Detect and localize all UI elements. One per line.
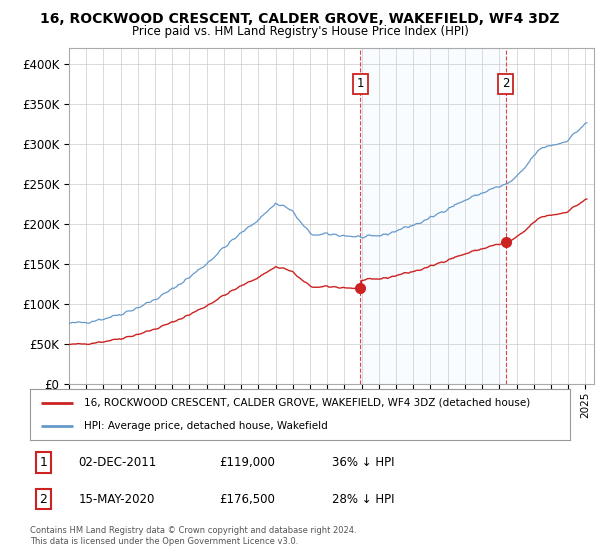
- Text: 2: 2: [40, 493, 47, 506]
- Text: £119,000: £119,000: [219, 456, 275, 469]
- Text: 02-DEC-2011: 02-DEC-2011: [79, 456, 157, 469]
- Text: 28% ↓ HPI: 28% ↓ HPI: [332, 493, 395, 506]
- Text: 36% ↓ HPI: 36% ↓ HPI: [332, 456, 395, 469]
- Text: 16, ROCKWOOD CRESCENT, CALDER GROVE, WAKEFIELD, WF4 3DZ: 16, ROCKWOOD CRESCENT, CALDER GROVE, WAK…: [40, 12, 560, 26]
- Text: 15-MAY-2020: 15-MAY-2020: [79, 493, 155, 506]
- Text: 16, ROCKWOOD CRESCENT, CALDER GROVE, WAKEFIELD, WF4 3DZ (detached house): 16, ROCKWOOD CRESCENT, CALDER GROVE, WAK…: [84, 398, 530, 408]
- Text: 1: 1: [356, 77, 364, 90]
- Text: 1: 1: [40, 456, 47, 469]
- Text: Contains HM Land Registry data © Crown copyright and database right 2024.
This d: Contains HM Land Registry data © Crown c…: [30, 526, 356, 546]
- Text: £176,500: £176,500: [219, 493, 275, 506]
- Text: Price paid vs. HM Land Registry's House Price Index (HPI): Price paid vs. HM Land Registry's House …: [131, 25, 469, 38]
- Bar: [360, 48, 506, 384]
- Text: HPI: Average price, detached house, Wakefield: HPI: Average price, detached house, Wake…: [84, 421, 328, 431]
- Text: 2: 2: [502, 77, 509, 90]
